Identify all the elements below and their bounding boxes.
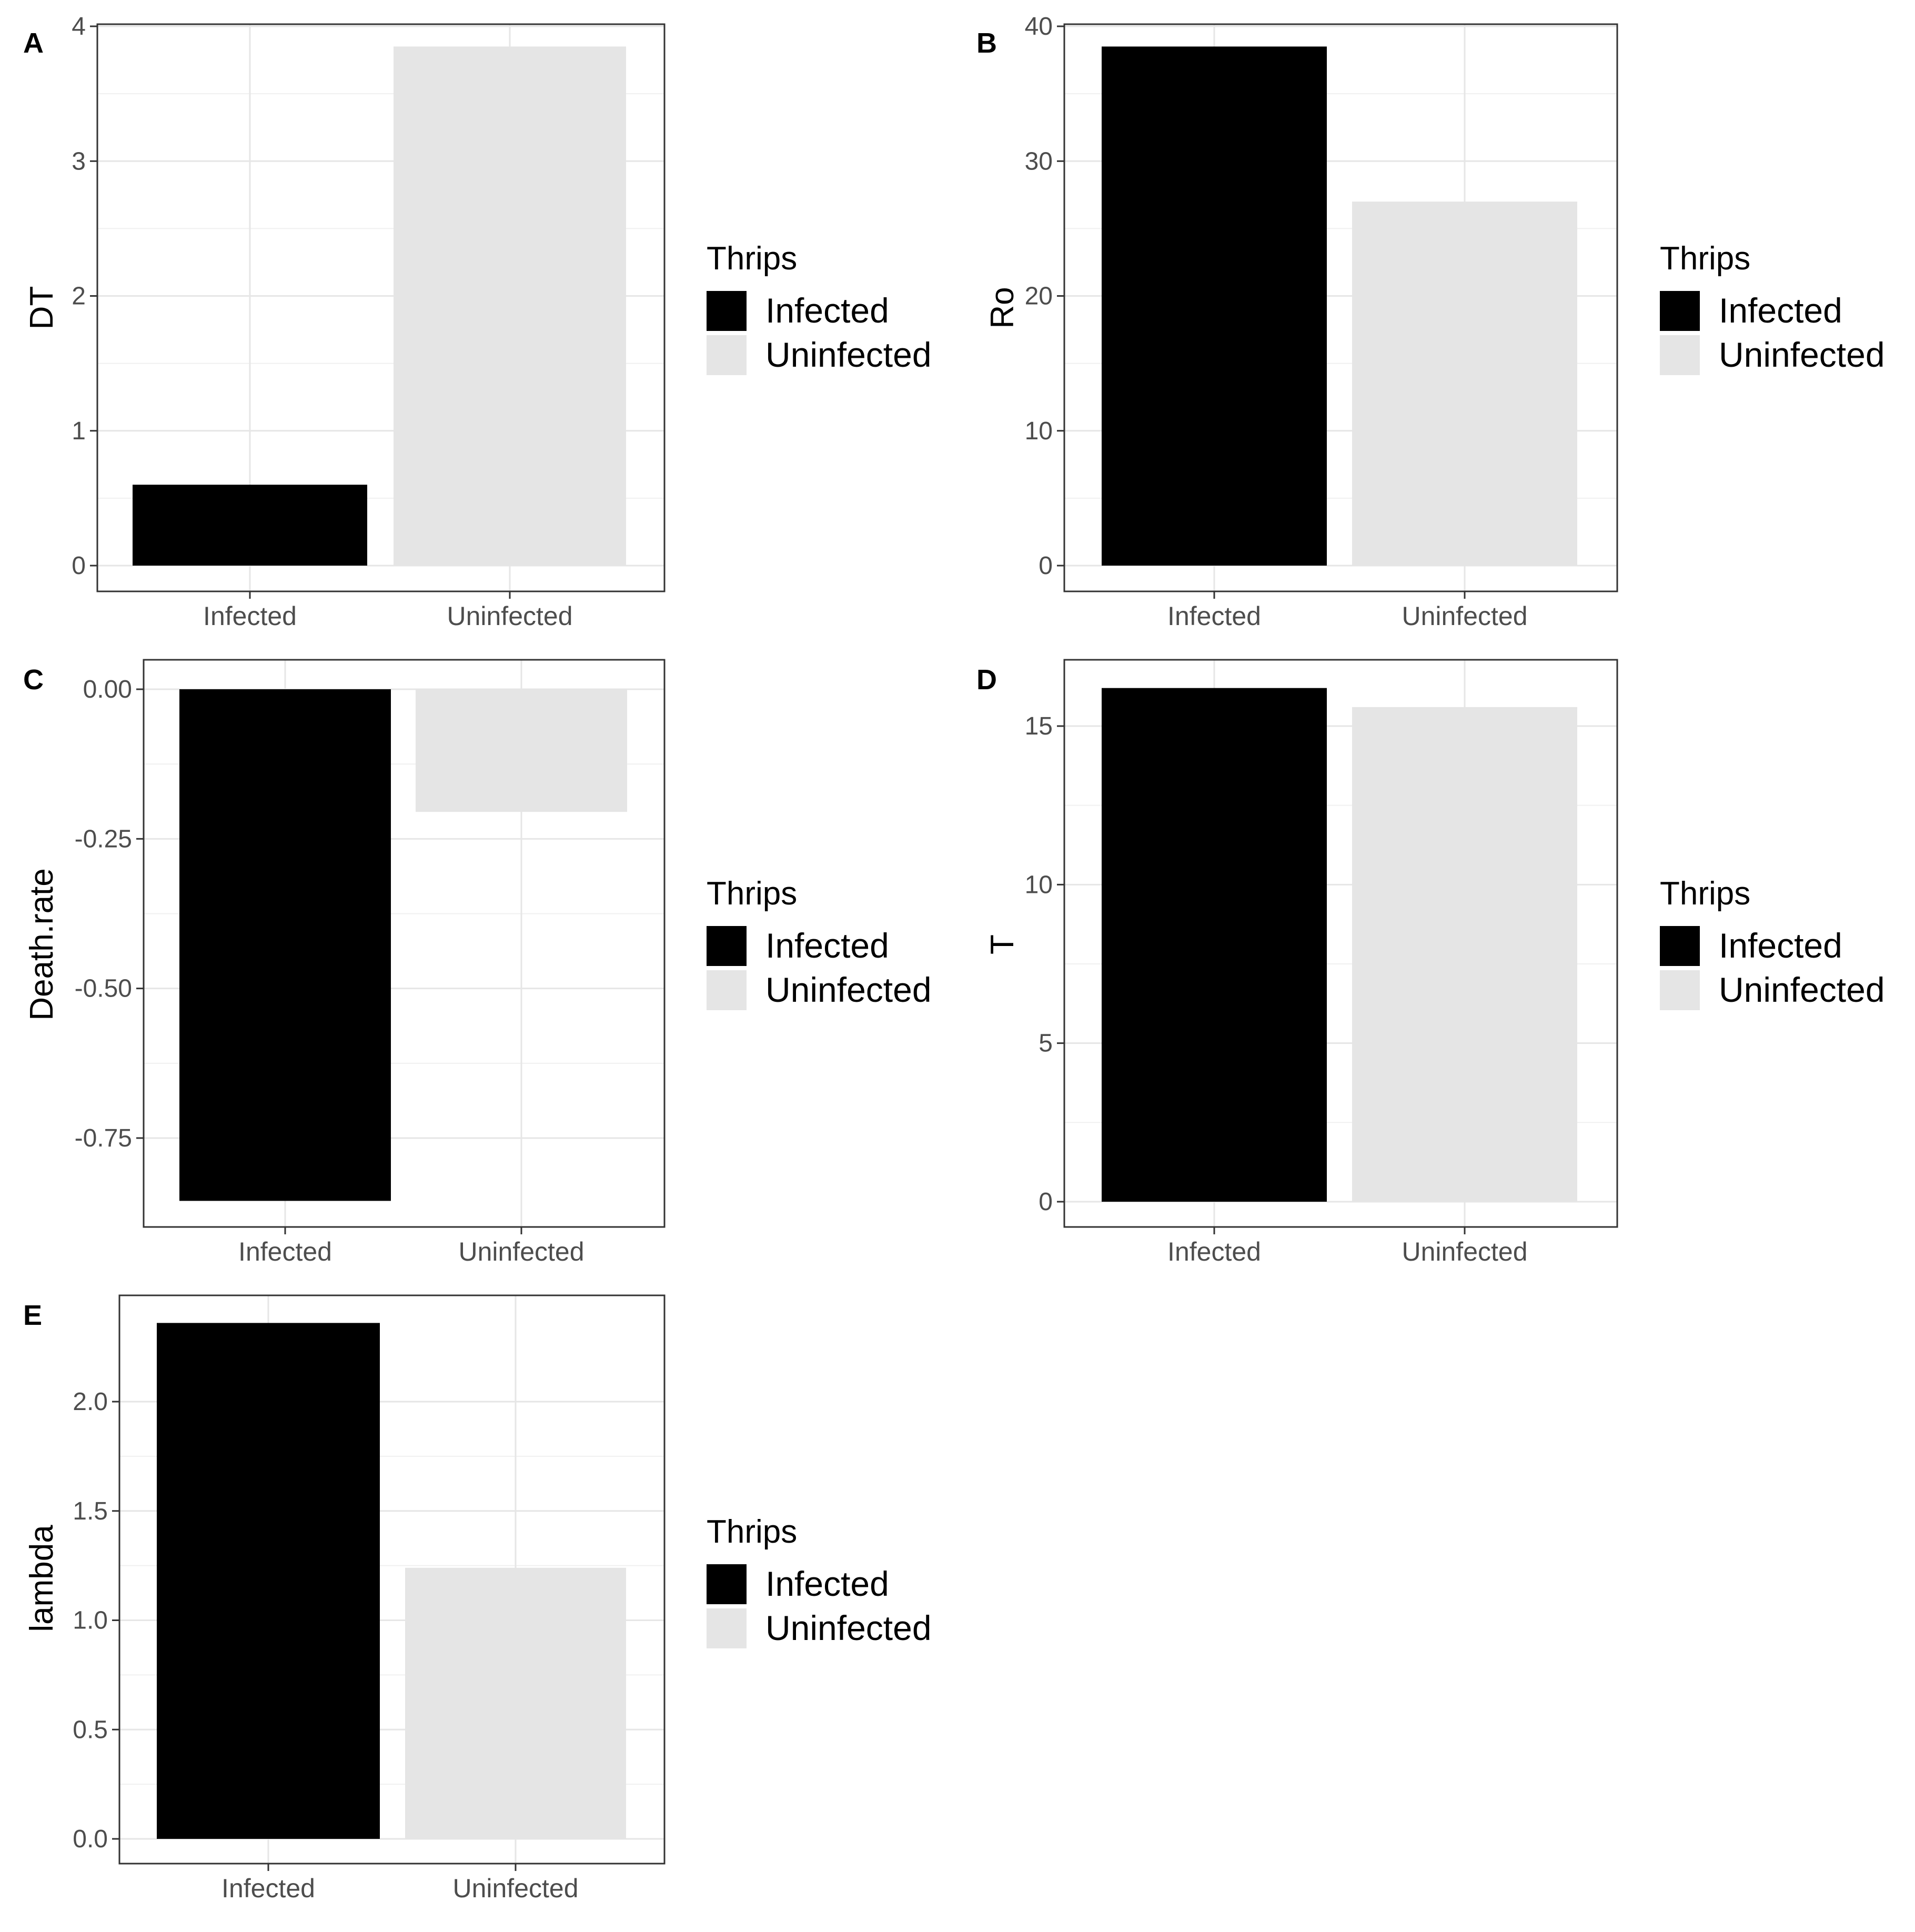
y-tick-label: 0.0 [73, 1825, 108, 1853]
panel-letter: C [23, 664, 44, 696]
legend-title: Thrips [707, 1514, 797, 1550]
legend-key-uninfected [707, 335, 747, 375]
y-tick-label: 1.5 [73, 1497, 108, 1525]
x-tick-label: Infected [1167, 1237, 1261, 1266]
x-tick-label: Infected [1167, 601, 1261, 631]
legend-label: Infected [1719, 291, 1842, 330]
y-tick-label: 1.0 [73, 1607, 108, 1635]
plot-border [96, 23, 666, 592]
plot-border [118, 1294, 666, 1865]
panel-b: 0 10 20 30 40 Infected Uninfected B Ro Thrips Infe… [976, 13, 1885, 631]
legend: Thrips Infected Uninfected [707, 876, 932, 1010]
bar-infected [1102, 688, 1327, 1202]
y-tick-label: -0.75 [75, 1124, 132, 1152]
bar-uninfected [405, 1567, 626, 1839]
legend-key-infected [1660, 926, 1700, 966]
bar-infected [133, 485, 367, 566]
legend-label: Uninfected [765, 335, 932, 374]
x-tick-label: Infected [238, 1237, 332, 1266]
legend-title: Thrips [1660, 240, 1750, 277]
legend-label: Uninfected [765, 1608, 932, 1647]
legend-label: Uninfected [765, 970, 932, 1009]
bar-infected [157, 1323, 380, 1839]
legend-label: Infected [1719, 926, 1842, 965]
bar-infected [1102, 46, 1327, 566]
legend-key-uninfected [707, 970, 747, 1010]
x-tick-label: Uninfected [458, 1237, 584, 1266]
y-axis-title: T [984, 934, 1021, 954]
plot-border [143, 659, 666, 1228]
legend-label: Uninfected [1719, 335, 1885, 374]
x-tick-label: Uninfected [447, 601, 572, 631]
y-tick-label: 15 [1025, 712, 1053, 740]
legend-label: Infected [765, 926, 889, 965]
legend-title: Thrips [707, 876, 797, 912]
y-tick-label: 30 [1025, 147, 1053, 175]
panel-letter: E [23, 1300, 42, 1331]
bar-uninfected [394, 46, 626, 566]
y-tick-label: -0.50 [75, 975, 132, 1003]
legend: Thrips Infected Uninfected [707, 240, 932, 375]
legend-key-infected [1660, 291, 1700, 331]
panel-letter: A [23, 27, 44, 59]
y-tick-label: 10 [1025, 417, 1053, 445]
y-axis-title: Death.rate [24, 868, 60, 1021]
x-tick-label: Uninfected [1402, 601, 1527, 631]
y-tick-label: 1 [72, 417, 86, 445]
legend-label: Infected [765, 1564, 889, 1603]
panel-letter: D [976, 664, 997, 696]
y-tick-label: 0 [1039, 1188, 1053, 1216]
y-tick-label: 10 [1025, 871, 1053, 899]
legend: Thrips Infected Uninfected [1660, 876, 1885, 1010]
y-tick-label: -0.25 [75, 825, 132, 853]
panel-letter: B [976, 27, 997, 59]
legend-key-infected [707, 926, 747, 966]
legend-label: Uninfected [1719, 970, 1885, 1009]
legend-key-infected [707, 291, 747, 331]
x-tick-label: Uninfected [1402, 1237, 1527, 1266]
y-axis-title: DT [24, 286, 60, 330]
plot-border [1063, 23, 1618, 592]
x-tick-label: Infected [203, 601, 297, 631]
legend-key-uninfected [1660, 335, 1700, 375]
x-tick-label: Infected [221, 1874, 315, 1903]
legend: Thrips Infected Uninfected [1660, 240, 1885, 375]
panel-e: 0.0 0.5 1.0 1.5 2.0 Infected Uninfected Elambda… [23, 1294, 932, 1903]
y-axis-title: Ro [984, 287, 1021, 328]
y-tick-label: 3 [72, 147, 86, 175]
bar-infected [179, 689, 391, 1201]
bar-uninfected [1352, 707, 1577, 1202]
y-tick-label: 5 [1039, 1030, 1053, 1058]
y-tick-label: 4 [72, 13, 86, 41]
y-tick-label: 0.5 [73, 1716, 108, 1744]
plot-border [1063, 659, 1618, 1228]
x-tick-label: Uninfected [452, 1874, 578, 1903]
y-axis-title: lambda [24, 1525, 60, 1632]
y-tick-label: 0 [72, 552, 86, 580]
panel-d: 0 5 10 15 Infected Uninfected D T Thrips Infected… [976, 659, 1885, 1266]
bar-uninfected [416, 689, 627, 812]
y-tick-label: 2.0 [73, 1388, 108, 1416]
legend-key-uninfected [707, 1608, 747, 1648]
y-tick-label: 0 [1039, 552, 1053, 580]
panel-a: 0 1 2 3 4 Infected Uninfected A DT Thrips Infected… [23, 13, 932, 631]
y-tick-label: 40 [1025, 13, 1053, 41]
y-tick-label: 2 [72, 283, 86, 310]
legend-title: Thrips [707, 240, 797, 277]
legend-key-infected [707, 1564, 747, 1604]
bar-uninfected [1352, 202, 1577, 566]
panel-c: 0.00 -0.25 -0.50 -0.75 Infected Uninfected C De… [23, 659, 932, 1266]
y-tick-label: 0.00 [83, 676, 132, 703]
legend-title: Thrips [1660, 876, 1750, 912]
legend-key-uninfected [1660, 970, 1700, 1010]
y-tick-label: 20 [1025, 283, 1053, 310]
legend-label: Infected [765, 291, 889, 330]
legend: Thrips Infected Uninfected [707, 1514, 932, 1648]
